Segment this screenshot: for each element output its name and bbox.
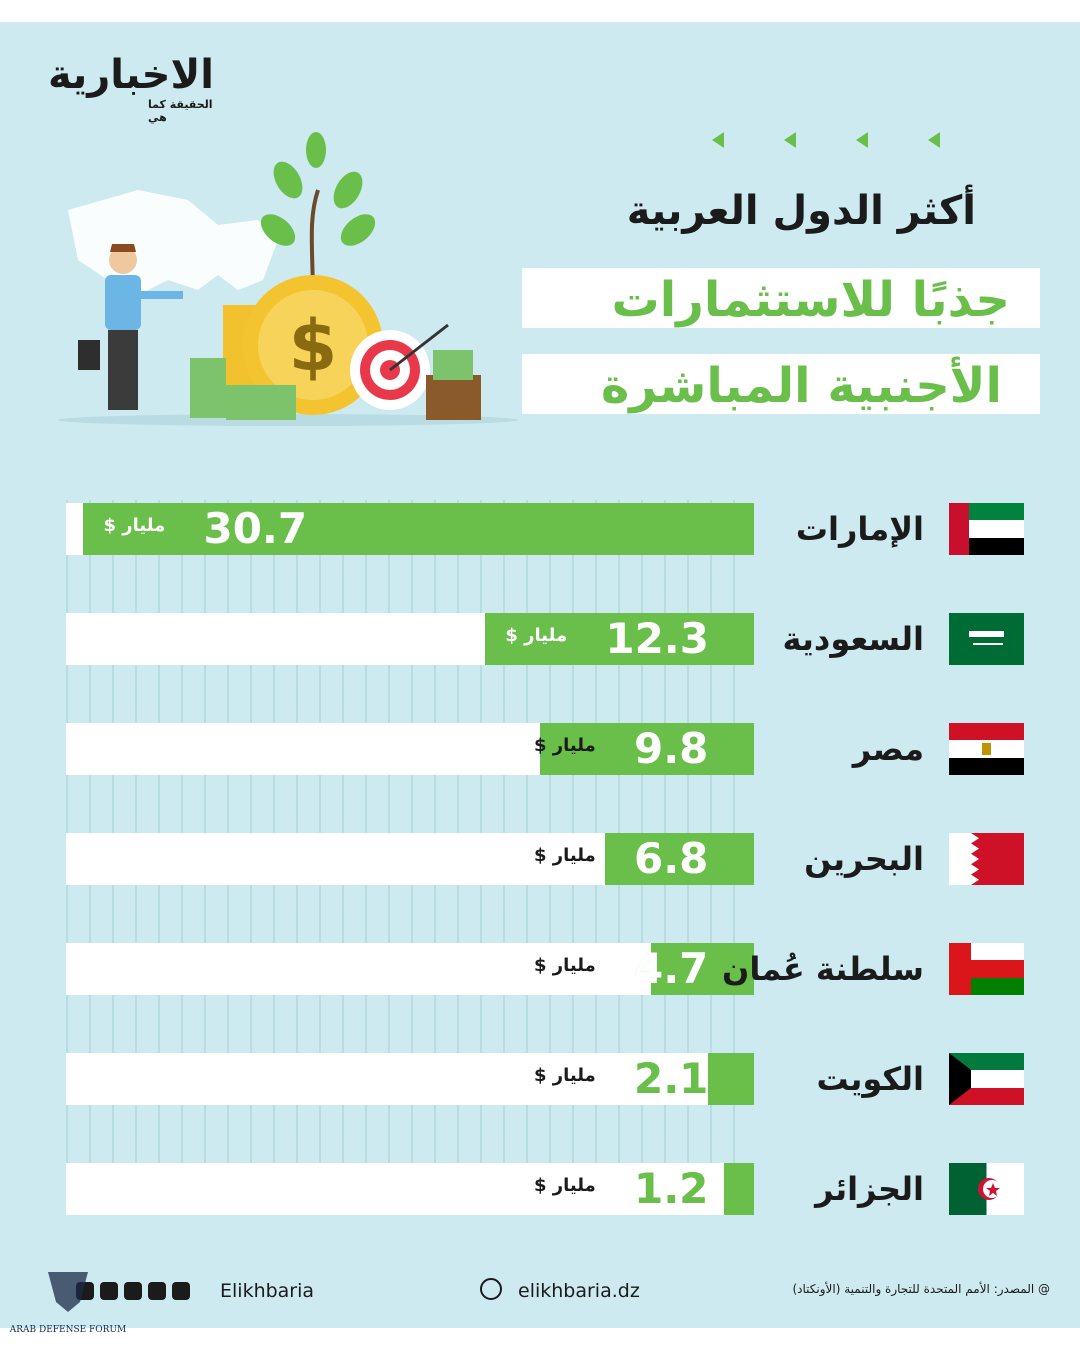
bar [651, 943, 754, 995]
unit-label: مليار $ [534, 1065, 596, 1086]
bar [539, 723, 754, 775]
country-label: مصر [852, 730, 924, 768]
shield-icon [48, 1272, 88, 1312]
unit-label: مليار $ [534, 735, 596, 756]
value-label: 4.7 [634, 944, 709, 993]
arab-map-shape [68, 190, 278, 295]
country-label: الجزائر [815, 1170, 924, 1208]
country-label: السعودية [782, 620, 924, 658]
country-label: الإمارات [795, 510, 924, 548]
unit-label: مليار $ [534, 1175, 596, 1196]
saudi-flag-icon [949, 613, 1024, 665]
title-line-2: جذبًا للاستثمارات [611, 272, 1010, 328]
logo-tagline: الحقيقة كما هي [148, 98, 213, 124]
arrow-icon [856, 132, 868, 148]
title-band-2 [522, 354, 1040, 414]
arrow-icon [712, 132, 724, 148]
forum-watermark: ARAB DEFENSE FORUM [9, 1272, 127, 1335]
chart-row: 1.2 مليار $ الجزائر [0, 1163, 1080, 1215]
cash-bill-icon [226, 385, 296, 420]
wallet-icon [426, 375, 481, 420]
briefcase-icon [78, 340, 100, 370]
bar [708, 1053, 754, 1105]
value-label: 1.2 [634, 1164, 709, 1213]
source-note: @ المصدر: الأمم المتحدة للتجارة والتنمية… [792, 1282, 1050, 1296]
egypt-flag-icon [949, 723, 1024, 775]
value-label: 9.8 [634, 724, 709, 773]
businessman-head [109, 246, 137, 274]
value-label: 12.3 [605, 614, 709, 663]
unit-label: مليار $ [534, 845, 596, 866]
telegram-icon[interactable] [148, 1282, 166, 1300]
x-icon[interactable] [124, 1282, 142, 1300]
algeria-flag-icon [949, 1163, 1024, 1215]
bar [724, 1163, 754, 1215]
uae-flag-icon [949, 503, 1024, 555]
businessman-shirt [105, 275, 141, 330]
value-label: 2.1 [634, 1054, 709, 1103]
bar [485, 613, 754, 665]
unit-label: مليار $ [505, 625, 568, 646]
businessman-pants [108, 330, 138, 410]
youtube-icon[interactable] [100, 1282, 118, 1300]
title-line-1: أكثر الدول العربية [626, 188, 976, 234]
investment-illustration: $ [58, 132, 518, 426]
country-label: الكويت [816, 1060, 924, 1098]
svg-text:$: $ [289, 305, 338, 387]
arrow-dart [389, 323, 449, 372]
leaf-icon [260, 214, 296, 246]
chart-row: 4.7 مليار $ سلطنة عُمان [0, 943, 1080, 995]
decorative-arrows [712, 132, 940, 148]
country-label: البحرين [804, 840, 924, 878]
torn-paper-bottom [0, 1328, 1080, 1350]
bar [83, 503, 754, 555]
title-line-3: الأجنبية المباشرة [600, 358, 1002, 414]
oman-flag-icon [949, 943, 1024, 995]
globe-icon [480, 1278, 502, 1300]
chart-row: 6.8 مليار $ البحرين [0, 833, 1080, 885]
leaf-icon [306, 132, 326, 168]
value-label: 6.8 [634, 834, 709, 883]
social-handle[interactable]: Elikhbaria [220, 1280, 315, 1302]
leaf-icon [340, 214, 376, 246]
footer: Elikhbaria elikhbaria.dz @ المصدر: الأمم… [0, 1272, 1080, 1312]
arrow-icon [784, 132, 796, 148]
bahrain-flag-icon [949, 833, 1024, 885]
chart-row: 2.1 مليار $ الكويت [0, 1053, 1080, 1105]
brand-logo: الاخبارية الحقيقة كما هي [48, 40, 218, 124]
bar-track [66, 1163, 754, 1215]
torn-paper-top [0, 0, 1080, 22]
kuwait-flag-icon [949, 1053, 1024, 1105]
chart-row: 30.7 مليار $ الإمارات [0, 503, 1080, 555]
tiktok-icon[interactable] [172, 1282, 190, 1300]
leaf-icon [273, 161, 303, 199]
bar-track [66, 1053, 754, 1105]
website-link[interactable]: elikhbaria.dz [518, 1280, 640, 1302]
watermark-text: ARAB DEFENSE FORUM [9, 1325, 127, 1335]
leaf-icon [333, 171, 363, 209]
arrow-icon [928, 132, 940, 148]
bar-track [66, 943, 754, 995]
title-band-1 [522, 268, 1040, 328]
unit-label: مليار $ [534, 955, 596, 976]
chart-row: 12.3 مليار $ السعودية [0, 613, 1080, 665]
cash-stack [190, 358, 226, 418]
country-label: سلطنة عُمان [722, 950, 924, 988]
bar [605, 833, 754, 885]
unit-label: مليار $ [103, 515, 166, 536]
chart-row: 9.8 مليار $ مصر [0, 723, 1080, 775]
logo-text: الاخبارية [48, 52, 216, 98]
value-label: 30.7 [203, 504, 308, 553]
